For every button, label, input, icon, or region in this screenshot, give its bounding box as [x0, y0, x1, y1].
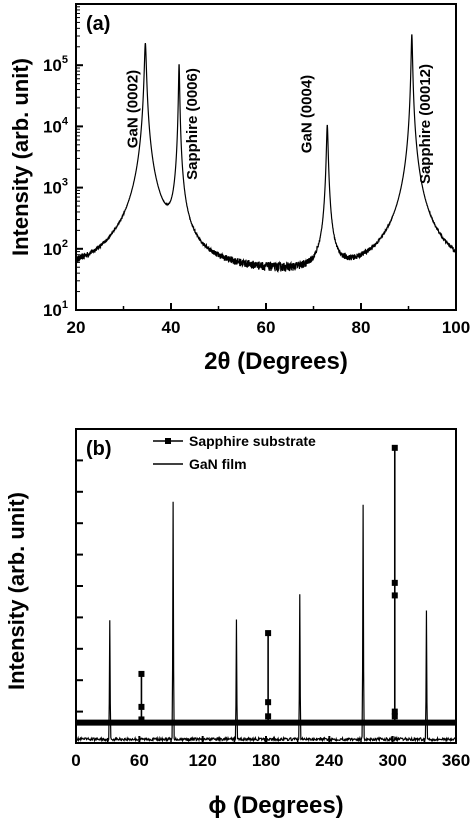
panel-a-x-axis-title: 2θ (Degrees): [204, 348, 348, 375]
sapphire-substrate-marker: [391, 708, 398, 715]
sapphire-substrate-marker: [265, 630, 272, 637]
panel-b-x-tick-label: 360: [442, 751, 470, 770]
panel-a-y-tick-label: 105: [43, 54, 68, 75]
legend-sapphire-substrate-label: Sapphire substrate: [189, 433, 316, 449]
panel-a-x-tick-label: 80: [352, 318, 371, 337]
panel-a-y-tick-label: 101: [43, 299, 68, 320]
panel-a-peak-annotation: Sapphire (0006): [184, 68, 201, 180]
legend-sapphire-substrate-marker: [165, 438, 171, 444]
panel-a-y-tick-label: 104: [43, 115, 69, 136]
panel-b-x-tick-label: 60: [130, 751, 149, 770]
sapphire-substrate-marker: [138, 703, 145, 710]
panel-a-peak-annotation: GaN (0004): [298, 75, 315, 153]
panel-a-x-tick-label: 40: [162, 318, 181, 337]
sapphire-substrate-marker: [391, 713, 398, 720]
sapphire-substrate-marker: [391, 592, 398, 599]
legend-gan-film-label: GaN film: [189, 456, 247, 472]
panel-a-y-tick-label: 102: [43, 238, 68, 259]
gan-film-line: [75, 501, 457, 743]
panel-b-x-tick-label: 240: [315, 751, 343, 770]
panel-a-data-line: [75, 34, 457, 273]
panel-a-chart: (a) 2θ (Degrees) Intensity (arb. unit) 2…: [8, 3, 470, 375]
panel-a-x-tick-label: 60: [257, 318, 276, 337]
panel-b-x-tick-label: 300: [378, 751, 406, 770]
sapphire-substrate-marker: [265, 699, 272, 706]
panel-a-x-tick-label: 100: [442, 318, 470, 337]
panel-b-legend: Sapphire substrate GaN film: [189, 433, 316, 472]
panel-b-plot-frame: [75, 428, 457, 744]
panel-b-x-axis-title: ϕ (Degrees): [208, 792, 343, 819]
panel-b-x-tick-label: 180: [252, 751, 280, 770]
sapphire-substrate-marker: [265, 713, 272, 720]
panel-a-peak-annotation: Sapphire (00012): [417, 64, 434, 184]
sapphire-substrate-marker: [138, 670, 145, 677]
sapphire-substrate-marker: [391, 444, 398, 451]
panel-b-chart: (b) ϕ (Degrees) Intensity (arb. unit) Sa…: [4, 428, 470, 819]
panel-a-peak-annotation: GaN (0002): [124, 70, 141, 148]
sapphire-substrate-marker: [138, 716, 145, 723]
panel-a-y-tick-label: 103: [43, 177, 68, 198]
sapphire-substrate-marker: [391, 579, 398, 586]
panel-a-y-axis-title: Intensity (arb. unit): [8, 58, 33, 256]
panel-a-label: (a): [86, 13, 110, 35]
panel-b-x-tick-label: 120: [188, 751, 216, 770]
panel-a-x-tick-label: 20: [67, 318, 86, 337]
panel-b-y-axis-title: Intensity (arb. unit): [4, 492, 29, 690]
panel-b-label: (b): [86, 438, 112, 460]
panel-b-x-tick-label: 0: [71, 751, 80, 770]
